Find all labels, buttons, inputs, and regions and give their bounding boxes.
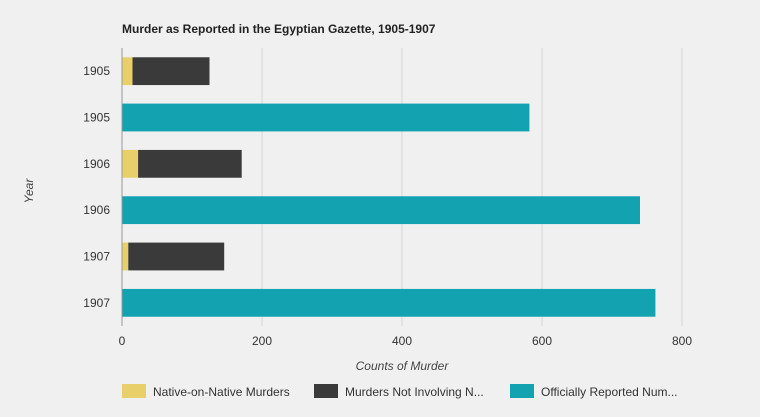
y-axis-title: Year: [22, 178, 36, 204]
y-tick-label-5: 1907: [83, 296, 110, 310]
legend-swatch-0: [122, 384, 146, 398]
chart-title: Murder as Reported in the Egyptian Gazet…: [122, 22, 436, 36]
legend: Native-on-Native Murders Murders Not Invo…: [122, 384, 678, 399]
x-axis-title: Counts of Murder: [356, 359, 450, 373]
x-tick-labels: 0 200 400 600 800: [119, 334, 693, 348]
bar-2-series-0[interactable]: [122, 149, 139, 178]
y-tick-label-1: 1905: [83, 111, 110, 125]
x-tick-label-0: 0: [119, 334, 126, 348]
bar-1-series-2[interactable]: [122, 103, 530, 132]
legend-swatch-1: [314, 384, 338, 398]
legend-label-1: Murders Not Involving N...: [345, 385, 484, 399]
legend-item-0[interactable]: Native-on-Native Murders: [122, 384, 290, 399]
x-tick-label-3: 600: [532, 334, 552, 348]
legend-label-0: Native-on-Native Murders: [153, 385, 290, 399]
legend-label-2: Officially Reported Num...: [541, 385, 678, 399]
bar-0-series-0[interactable]: [122, 57, 133, 86]
x-tick-label-2: 400: [392, 334, 412, 348]
y-tick-label-0: 1905: [83, 64, 110, 78]
y-tick-label-4: 1907: [83, 250, 110, 264]
legend-item-2[interactable]: Officially Reported Num...: [510, 384, 678, 399]
bar-4-series-1[interactable]: [128, 242, 225, 271]
x-tick-label-1: 200: [252, 334, 272, 348]
y-tick-labels: 1905 1905 1906 1906 1907 1907: [83, 64, 110, 310]
gridlines: [121, 48, 683, 326]
bar-2-series-1[interactable]: [138, 149, 242, 178]
bar-0-series-1[interactable]: [132, 57, 210, 86]
legend-swatch-2: [510, 384, 534, 398]
bar-4-series-0[interactable]: [122, 242, 129, 271]
y-tick-label-3: 1906: [83, 203, 110, 217]
bar-5-series-2[interactable]: [122, 288, 656, 317]
bars: [122, 57, 656, 317]
x-tick-label-4: 800: [672, 334, 692, 348]
legend-item-1[interactable]: Murders Not Involving N...: [314, 384, 484, 399]
bar-3-series-2[interactable]: [122, 196, 640, 225]
y-tick-label-2: 1906: [83, 157, 110, 171]
